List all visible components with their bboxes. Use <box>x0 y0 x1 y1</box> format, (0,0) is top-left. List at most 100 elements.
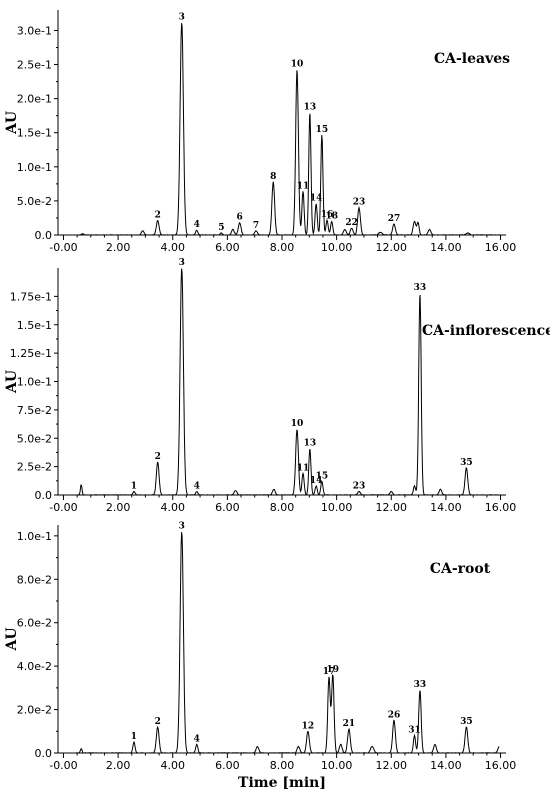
panel-title: CA-leaves <box>434 51 510 67</box>
y-tick-label: 8.0e-2 <box>17 573 52 586</box>
y-tick-label: 7.5e-2 <box>17 404 52 417</box>
x-tick-label: 12.00 <box>376 241 408 254</box>
peak-label: 14 <box>310 194 323 204</box>
y-tick-label: 3.0e-1 <box>17 24 52 37</box>
peak-label: 19 <box>327 665 340 675</box>
peak-label: 21 <box>343 719 356 729</box>
x-tick-label: 8.00 <box>270 759 295 772</box>
y-tick-label: 1.5e-1 <box>17 319 52 332</box>
peak-label: 11 <box>297 463 310 473</box>
x-tick-label: 14.00 <box>430 241 462 254</box>
peak-label: 10 <box>291 419 304 429</box>
peak-label: 4 <box>194 734 200 744</box>
peak-label: 26 <box>388 710 401 720</box>
peak-label: 13 <box>304 102 317 112</box>
x-tick-label: 16.00 <box>485 241 517 254</box>
peak-label: 35 <box>460 717 473 727</box>
peak-label: 1 <box>131 732 137 742</box>
y-axis-title: AU <box>4 370 20 394</box>
x-tick-label: -0.00 <box>49 501 77 514</box>
x-tick-label: 2.00 <box>106 501 131 514</box>
panel-title: CA-inflorescence <box>422 323 550 339</box>
x-tick-label: 14.00 <box>430 501 462 514</box>
peak-label: 13 <box>304 438 317 448</box>
y-tick-label: 2.0e-1 <box>17 93 52 106</box>
peak-label: 15 <box>316 125 329 135</box>
x-tick-label: 10.00 <box>321 241 353 254</box>
peak-label: 3 <box>179 258 185 268</box>
peak-label: 6 <box>237 213 243 223</box>
peak-label: 18 <box>325 211 338 221</box>
peak-label: 3 <box>179 12 185 22</box>
x-tick-label: -0.00 <box>49 241 77 254</box>
peak-label: 3 <box>179 522 185 532</box>
y-axis-title: AU <box>4 111 20 135</box>
chromatogram-trace <box>75 532 500 754</box>
peak-label: 23 <box>353 482 366 492</box>
peak-label: 12 <box>302 721 315 731</box>
y-tick-label: 0.0 <box>35 747 53 760</box>
peak-label: 7 <box>253 221 259 231</box>
x-tick-label: 6.00 <box>215 241 240 254</box>
y-tick-label: 1.25e-1 <box>10 347 52 360</box>
x-tick-label: 2.00 <box>106 241 131 254</box>
y-tick-label: 1.0e-1 <box>17 376 52 389</box>
x-tick-label: 8.00 <box>270 501 295 514</box>
y-tick-label: 5.0e-2 <box>17 195 52 208</box>
y-tick-label: 1.75e-1 <box>10 290 52 303</box>
x-tick-label: 6.00 <box>215 759 240 772</box>
y-tick-label: 1.5e-1 <box>17 127 52 140</box>
peak-label: 17 <box>323 667 336 677</box>
x-tick-label: 4.00 <box>160 241 185 254</box>
peak-label: 35 <box>460 458 473 468</box>
x-tick-label: 10.00 <box>321 759 353 772</box>
x-tick-label: 16.00 <box>485 501 517 514</box>
peak-label: 15 <box>316 471 329 481</box>
x-tick-label: 12.00 <box>376 759 408 772</box>
chromatogram-trace <box>75 23 500 236</box>
peak-label: 1 <box>131 482 137 492</box>
peak-label: 33 <box>414 283 427 293</box>
y-tick-label: 2.5e-1 <box>17 59 52 72</box>
y-tick-label: 1.0e-1 <box>17 161 52 174</box>
x-tick-label: 14.00 <box>430 759 462 772</box>
x-tick-label: 8.00 <box>270 241 295 254</box>
peak-label: 8 <box>270 172 276 182</box>
peak-label: 4 <box>194 482 200 492</box>
peak-label: 16 <box>321 210 334 220</box>
chromatogram-panel: 0.0 2.0e-2 4.0e-2 6.0e-2 8.0e-2 1.0e-1 -0.00 2.… <box>4 522 516 791</box>
y-axis-title: AU <box>4 627 20 651</box>
x-axis-title: Time [min] <box>238 775 326 791</box>
peak-label: 10 <box>291 59 304 69</box>
peak-label: 2 <box>155 717 161 727</box>
x-tick-label: 16.00 <box>485 759 517 772</box>
peak-label: 11 <box>297 181 310 191</box>
y-tick-label: 0.0 <box>35 489 53 502</box>
peak-label: 4 <box>194 220 200 230</box>
peak-label: 33 <box>414 680 427 690</box>
y-tick-label: 6.0e-2 <box>17 617 52 630</box>
peak-label: 22 <box>345 218 358 228</box>
peak-label: 2 <box>155 452 161 462</box>
peak-label: 5 <box>218 223 224 233</box>
peak-label: 14 <box>310 476 323 486</box>
chromatogram-panel: 0.0 5.0e-2 1.0e-1 1.5e-1 2.0e-1 2.5e-1 3.0e-1 -… <box>4 10 516 254</box>
x-tick-label: 4.00 <box>160 501 185 514</box>
peak-label: 27 <box>388 214 401 224</box>
y-tick-label: 2.5e-2 <box>17 461 52 474</box>
x-tick-label: 10.00 <box>321 501 353 514</box>
panel-title: CA-root <box>430 561 491 577</box>
x-tick-label: 2.00 <box>106 759 131 772</box>
x-tick-label: 12.00 <box>376 501 408 514</box>
y-tick-label: 2.0e-2 <box>17 704 52 717</box>
chromatogram-panel: 0.0 2.5e-2 5.0e-2 7.5e-2 1.0e-1 1.25e-1 1.5e-1… <box>4 258 550 514</box>
y-tick-label: 1.0e-1 <box>17 530 52 543</box>
peak-label: 23 <box>353 198 366 208</box>
x-tick-label: 6.00 <box>215 501 240 514</box>
x-tick-label: -0.00 <box>49 759 77 772</box>
y-tick-label: 5.0e-2 <box>17 432 52 445</box>
peak-label: 2 <box>155 211 161 221</box>
chromatogram-trace <box>75 268 500 496</box>
peak-label: 31 <box>408 726 421 736</box>
